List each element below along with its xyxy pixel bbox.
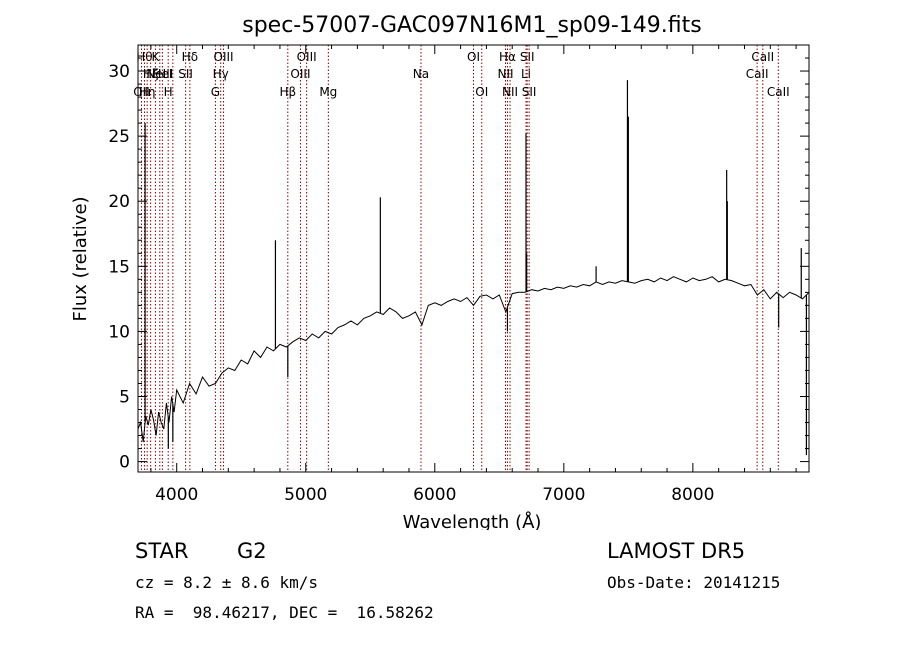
spectrum-line (137, 276, 810, 443)
line-marker-label: K (151, 50, 160, 64)
line-marker-label: OIII (290, 67, 310, 81)
y-tick-label: 10 (108, 322, 130, 342)
object-subclass: G2 (237, 539, 267, 563)
x-tick-label: 6000 (413, 485, 456, 505)
line-marker-label: OII (133, 85, 150, 99)
line-marker-label: OI (467, 50, 480, 64)
x-tick-label: 7000 (542, 485, 585, 505)
x-tick-label: 8000 (671, 485, 714, 505)
survey-name: LAMOST DR5 (607, 539, 746, 563)
axis-layer: 4000 5000 6000 7000 8000 0 5 10 15 20 25 30 (108, 45, 809, 505)
coordinates: RA = 98.46217, DEC = 16.58262 (135, 603, 434, 622)
y-tick-label: 0 (119, 453, 130, 473)
spectrum-chart: spec-57007-GAC097N16M1_sp09-149.fits OII… (70, 13, 810, 530)
line-marker-label: Hβ (279, 85, 296, 99)
plot-frame (137, 44, 810, 473)
line-marker-label: Hδ (182, 50, 198, 64)
line-marker-label: Hα (499, 50, 516, 64)
series-layer (137, 80, 810, 456)
line-marker-label: CaII (767, 85, 790, 99)
y-tick-label: 15 (108, 257, 130, 277)
line-marker-label: Mg (319, 85, 337, 99)
line-marker-label: NII (497, 67, 513, 81)
y-axis-label: Flux (relative) (70, 196, 91, 321)
y-tick-label: 5 (119, 387, 130, 407)
obs-date: Obs-Date: 20141215 (607, 573, 781, 592)
line-marker-label: Hθ (136, 50, 152, 64)
line-marker-label: CaII (751, 50, 774, 64)
line-marker-label: Hζ (143, 67, 159, 81)
chart-title: spec-57007-GAC097N16M1_sp09-149.fits (242, 13, 702, 38)
x-tick-label: 4000 (155, 485, 198, 505)
line-marker-label: NII (502, 85, 518, 99)
line-marker-label: NeIII (146, 67, 173, 81)
x-tick-label: 5000 (284, 485, 327, 505)
line-marker-label: CaII (746, 67, 769, 81)
line-marker-label: OI (475, 85, 488, 99)
line-marker-label: OIII (297, 50, 317, 64)
object-class: STAR (135, 539, 189, 563)
y-tick-label: 25 (108, 127, 130, 147)
line-marker-label: Na (413, 67, 429, 81)
line-marker-label: Hγ (213, 67, 229, 81)
redshift-line: cz = 8.2 ± 8.6 km/s (135, 573, 319, 592)
line-marker-label: SII (178, 67, 193, 81)
line-marker-label: Hη (139, 85, 156, 99)
line-marker-label: Li (521, 67, 531, 81)
line-marker-label: G (211, 85, 220, 99)
line-marker-label: H (164, 85, 173, 99)
x-axis-label: Wavelength (Å) (403, 511, 542, 530)
line-marker-label: HeI (152, 67, 172, 81)
line-marker-label: SII (522, 85, 537, 99)
y-tick-label: 20 (108, 192, 130, 212)
y-tick-label: 30 (108, 62, 130, 82)
line-marker-label: OIII (214, 50, 234, 64)
line-marker-label: SII (520, 50, 535, 64)
